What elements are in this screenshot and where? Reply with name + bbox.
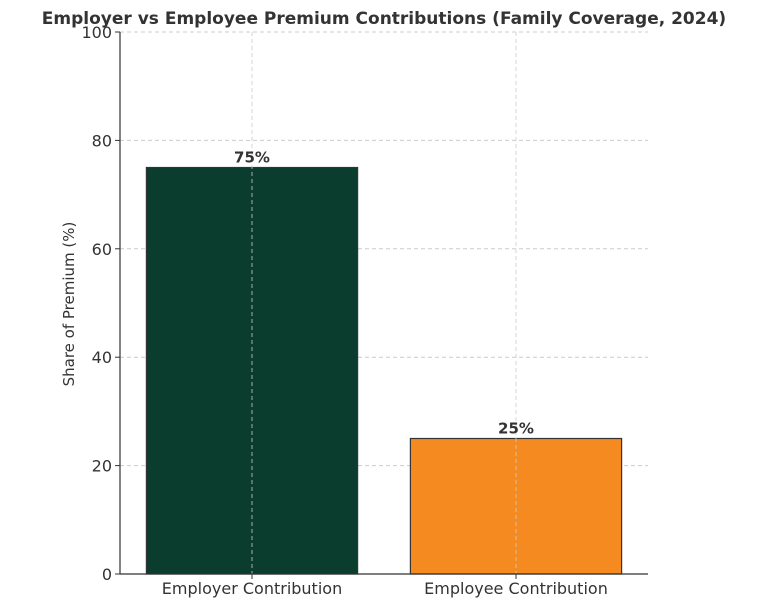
y-tick-label: 60	[92, 240, 112, 259]
y-tick-label: 40	[92, 348, 112, 367]
data-label: 25%	[498, 420, 534, 438]
labels: 0 20 40 60 80 100 Employer Contribution 75% Empl…	[81, 23, 607, 598]
x-tick-label: Employer Contribution	[162, 579, 342, 598]
chart-title: Employer vs Employee Premium Contributio…	[42, 9, 726, 29]
axes	[115, 31, 648, 579]
y-tick-label: 20	[92, 457, 112, 476]
y-tick-label: 100	[81, 23, 112, 42]
y-tick-label: 0	[102, 565, 112, 584]
y-tick-label: 80	[92, 131, 112, 150]
y-axis-label: Share of Premium (%)	[60, 222, 78, 387]
bars	[145, 32, 623, 575]
x-tick-label: Employee Contribution	[424, 579, 608, 598]
data-label: 75%	[234, 149, 270, 167]
